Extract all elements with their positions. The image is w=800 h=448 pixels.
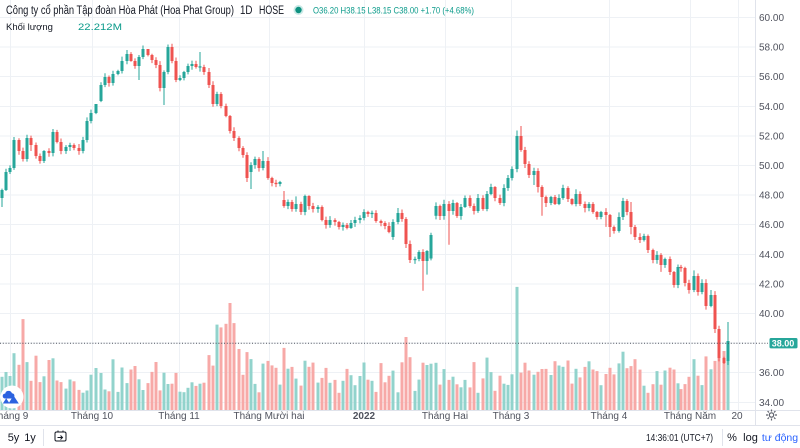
svg-text:Tháng 10: Tháng 10 bbox=[71, 411, 114, 422]
svg-text:log: log bbox=[743, 432, 758, 444]
svg-text:Khối lượng: Khối lượng bbox=[6, 22, 53, 33]
svg-text:14:36:01 (UTC+7): 14:36:01 (UTC+7) bbox=[646, 432, 713, 444]
svg-text:56.00: 56.00 bbox=[759, 72, 784, 83]
svg-text:58.00: 58.00 bbox=[759, 43, 784, 54]
svg-text:38.00: 38.00 bbox=[772, 338, 795, 348]
svg-text:Công ty cổ phần Tập đoàn Hòa P: Công ty cổ phần Tập đoàn Hòa Phát (Hoa P… bbox=[6, 5, 234, 17]
svg-text:42.00: 42.00 bbox=[759, 279, 784, 290]
svg-text:Tháng 3: Tháng 3 bbox=[493, 411, 530, 422]
svg-text:HOSE: HOSE bbox=[259, 5, 284, 17]
svg-text:48.00: 48.00 bbox=[759, 191, 784, 202]
svg-text:1y: 1y bbox=[24, 432, 36, 444]
svg-text:Tháng 4: Tháng 4 bbox=[591, 411, 628, 422]
svg-text:Tháng 9: Tháng 9 bbox=[0, 411, 29, 422]
svg-text:34.00: 34.00 bbox=[759, 398, 784, 409]
svg-text:60.00: 60.00 bbox=[759, 13, 784, 24]
svg-text:44.00: 44.00 bbox=[759, 250, 784, 261]
svg-text:tư động: tư động bbox=[762, 432, 798, 444]
svg-text:2022: 2022 bbox=[353, 411, 376, 422]
svg-text:Tháng Năm: Tháng Năm bbox=[664, 411, 716, 422]
svg-text:Tháng Mười hai: Tháng Mười hai bbox=[233, 411, 304, 422]
svg-text:52.00: 52.00 bbox=[759, 131, 784, 142]
svg-text:46.00: 46.00 bbox=[759, 220, 784, 231]
svg-text:Tháng 11: Tháng 11 bbox=[158, 411, 200, 422]
svg-text:50.00: 50.00 bbox=[759, 161, 784, 172]
svg-text:O36.20 H38.15 L38.15 C38.00 +1: O36.20 H38.15 L38.15 C38.00 +1.70 (+4.68… bbox=[313, 6, 474, 17]
svg-text:40.00: 40.00 bbox=[759, 309, 784, 320]
svg-text:%: % bbox=[727, 432, 737, 444]
svg-text:54.00: 54.00 bbox=[759, 102, 784, 113]
svg-text:22.212M: 22.212M bbox=[78, 22, 122, 33]
svg-text:5y: 5y bbox=[8, 432, 20, 444]
svg-text:20: 20 bbox=[731, 411, 743, 422]
svg-text:Tháng Hai: Tháng Hai bbox=[422, 411, 468, 422]
svg-text:1D: 1D bbox=[240, 5, 253, 17]
svg-text:36.00: 36.00 bbox=[759, 368, 784, 379]
